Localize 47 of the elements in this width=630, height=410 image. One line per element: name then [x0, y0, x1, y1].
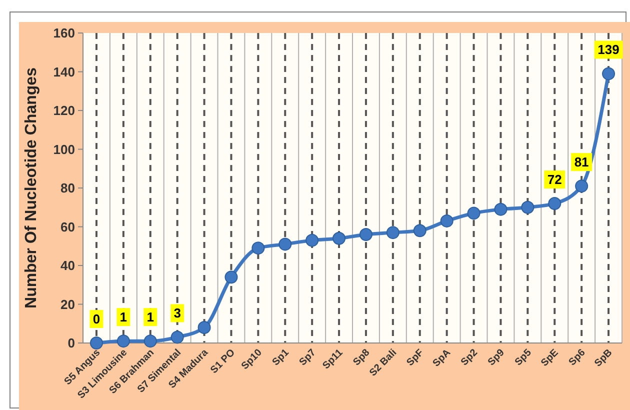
- point: [332, 232, 346, 245]
- y-tick-label: 40: [60, 258, 75, 273]
- data-label: 72: [547, 172, 562, 187]
- x-tick-label: Sp7: [297, 347, 319, 368]
- y-axis-title: Number Of Nucleotide Changes: [23, 67, 40, 308]
- data-label: 139: [598, 42, 620, 58]
- data-label: 1: [146, 310, 154, 325]
- y-tick-label: 140: [53, 64, 75, 80]
- data-label: 0: [92, 312, 100, 326]
- point: [494, 202, 508, 216]
- point: [602, 67, 616, 80]
- x-tick-label: SpF: [404, 347, 426, 368]
- point: [575, 180, 588, 193]
- point: [467, 206, 480, 220]
- point: [224, 270, 238, 284]
- point: [521, 200, 534, 214]
- y-tick-label: 100: [53, 142, 75, 157]
- y-tick-label: 160: [53, 26, 75, 40]
- x-tick-label: Sp1: [270, 347, 292, 368]
- y-tick-label: 120: [53, 103, 75, 118]
- x-tick-label: SpA: [431, 347, 453, 370]
- x-tick-label: Sp2: [459, 347, 480, 368]
- x-tick-label: SpB: [592, 347, 615, 370]
- point: [144, 334, 157, 348]
- y-tick-label: 60: [60, 219, 75, 234]
- point: [359, 228, 372, 241]
- point: [116, 334, 130, 348]
- data-label: 81: [574, 154, 589, 170]
- y-tick-label: 20: [60, 296, 75, 312]
- data-label: 1: [120, 310, 128, 325]
- point: [90, 336, 103, 350]
- point: [386, 226, 400, 240]
- x-tick-label: Sp9: [486, 347, 508, 368]
- point: [413, 224, 426, 238]
- y-tick-label: 80: [60, 180, 75, 196]
- point: [306, 234, 319, 247]
- point: [440, 214, 454, 228]
- point: [170, 330, 184, 344]
- x-tick-label: Sp6: [566, 347, 588, 368]
- point: [278, 238, 292, 251]
- x-tick-label: S1 PO: [208, 347, 238, 376]
- point: [198, 321, 211, 334]
- y-tick-label: 0: [68, 336, 75, 350]
- data-label: 3: [174, 306, 181, 321]
- point: [252, 242, 265, 255]
- x-tick-label: Sp5: [513, 347, 534, 368]
- point: [548, 197, 562, 210]
